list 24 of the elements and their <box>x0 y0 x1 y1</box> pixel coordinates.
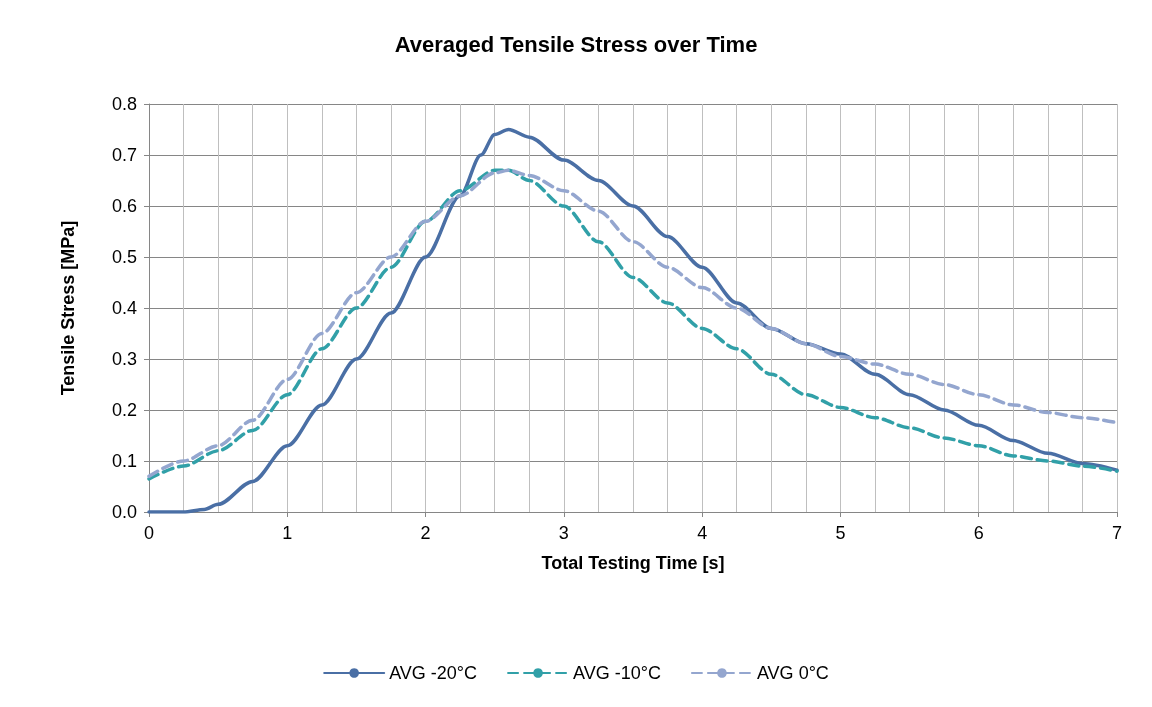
x-tick-label: 5 <box>835 523 846 543</box>
x-tick-label: 1 <box>282 523 293 543</box>
y-axis-title: Tensile Stress [MPa] <box>58 220 78 396</box>
y-tick-label: 0.3 <box>111 349 137 369</box>
y-tick-label: 0.2 <box>111 400 137 420</box>
x-tick-label: 2 <box>420 523 431 543</box>
y-tick-label: 0.8 <box>111 94 137 114</box>
x-tick-label: 3 <box>558 523 569 543</box>
x-axis-title: Total Testing Time [s] <box>541 553 725 573</box>
legend-label: AVG 0°C <box>756 663 829 683</box>
legend-label: AVG -10°C <box>573 663 661 683</box>
x-tick-label: 6 <box>973 523 984 543</box>
chart-title: Averaged Tensile Stress over Time <box>394 31 758 57</box>
y-tick-label: 0.7 <box>111 145 137 165</box>
y-tick-label: 0.5 <box>111 247 137 267</box>
y-tick-label: 0.4 <box>111 298 137 318</box>
x-tick-label: 7 <box>1111 523 1123 543</box>
x-tick-label: 0 <box>143 523 155 543</box>
y-tick-label: 0.0 <box>111 502 137 522</box>
legend-label: AVG -20°C <box>389 663 478 683</box>
y-tick-label: 0.1 <box>111 451 137 471</box>
line-series <box>147 127 1119 514</box>
y-tick-label: 0.6 <box>111 196 137 216</box>
x-tick-label: 4 <box>697 523 708 543</box>
